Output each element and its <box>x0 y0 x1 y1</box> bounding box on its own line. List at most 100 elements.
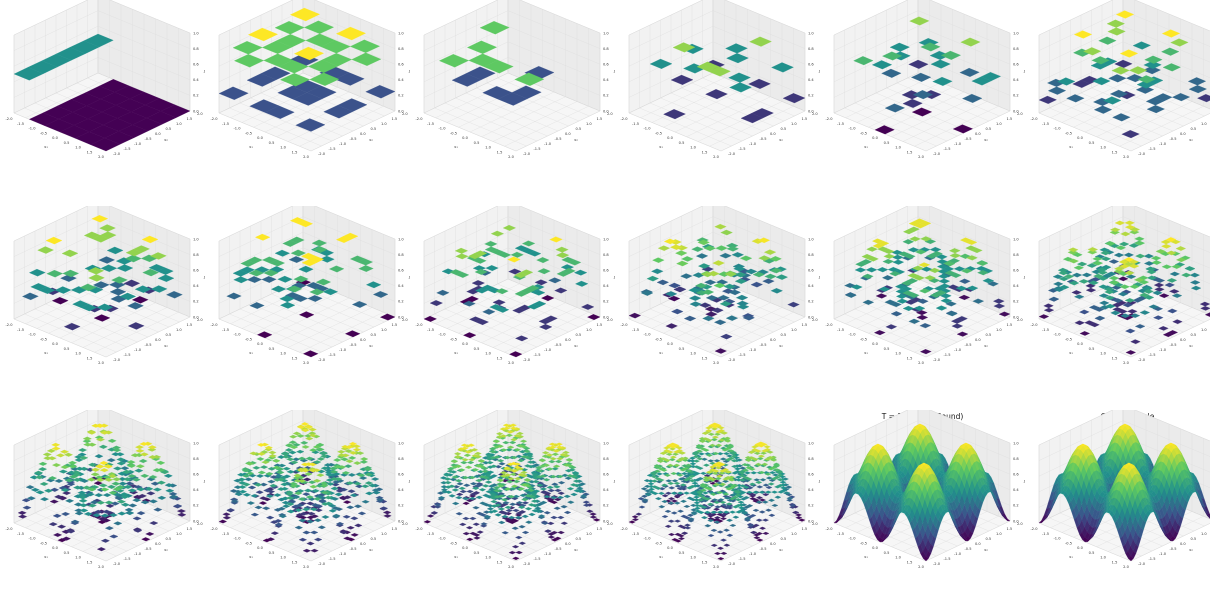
y-tick-label: 1.0 <box>603 237 609 241</box>
y-tick-label: 0.2 <box>193 94 199 98</box>
x2-tick-label: -1.5 <box>1149 353 1156 357</box>
y-tick-label: 0.2 <box>398 300 404 304</box>
x1-axis-label: x₁ <box>864 144 868 149</box>
x1-axis-label: x₁ <box>659 144 663 149</box>
surface-panel: T = 3-2.0-1.5-1.0-0.50.00.51.01.52.0-2.0… <box>615 0 820 205</box>
x1-tick-label: -0.5 <box>450 131 457 135</box>
axes-panes <box>424 0 600 151</box>
y-tick-label: 0.0 <box>398 519 404 523</box>
x1-tick-label: 0.5 <box>884 347 890 351</box>
x1-tick-label: -1.5 <box>427 532 434 536</box>
x2-tick-label: -1.0 <box>954 142 962 146</box>
x1-tick-label: -1.0 <box>1053 127 1061 131</box>
x1-tick-label: 2.0 <box>508 155 514 159</box>
x2-tick-label: -1.0 <box>749 142 757 146</box>
x2-tick-label: -1.0 <box>749 552 757 556</box>
x1-tick-label: -1.0 <box>28 333 36 337</box>
x1-tick-label: -1.0 <box>848 127 856 131</box>
x2-tick-label: -0.5 <box>350 547 357 551</box>
surface-plot: -2.0-1.5-1.0-0.50.00.51.01.52.0-2.0-1.5-… <box>0 410 205 615</box>
y-tick-label: 0.8 <box>1013 47 1019 51</box>
x2-tick-label: -0.5 <box>350 137 357 141</box>
x2-tick-label: -1.0 <box>339 552 347 556</box>
x2-tick-label: 0.0 <box>1180 338 1186 342</box>
y-tick-label: 0.0 <box>603 315 609 319</box>
y-tick-label: 0.8 <box>603 47 609 51</box>
surface-panel: T = 20-2.0-1.5-1.0-0.50.00.51.01.52.0-2.… <box>615 410 820 615</box>
x2-tick-label: 1.0 <box>586 532 592 536</box>
x1-tick-label: 1.0 <box>895 146 901 150</box>
x1-tick-label: -1.0 <box>643 537 651 541</box>
y-tick-label: 0.0 <box>1013 315 1019 319</box>
y-tick-label: 1.0 <box>193 441 199 445</box>
x2-tick-label: -2.0 <box>523 358 531 362</box>
x2-tick-label: 0.0 <box>155 132 161 136</box>
x2-tick-label: -2.0 <box>1138 152 1146 156</box>
y-tick-label: 0.6 <box>1013 269 1019 273</box>
x1-tick-label: 1.5 <box>702 150 708 154</box>
y-tick-label: 1.0 <box>808 441 814 445</box>
x2-tick-label: 0.5 <box>371 127 377 131</box>
surface-panel: T = 7-2.0-1.5-1.0-0.50.00.51.01.52.0-2.0… <box>205 206 410 411</box>
x1-tick-label: -2.0 <box>210 117 218 121</box>
y-tick-label: 0.6 <box>808 473 814 477</box>
y-tick-label: 0.8 <box>193 457 199 461</box>
surface-plot: -2.0-1.5-1.0-0.50.00.51.01.52.0-2.0-1.5-… <box>1025 206 1210 411</box>
x2-tick-label: -1.5 <box>124 147 131 151</box>
surface-plot: -2.0-1.5-1.0-0.50.00.51.01.52.0-2.0-1.5-… <box>410 206 615 411</box>
y-tick-label: 0.2 <box>603 300 609 304</box>
x1-tick-label: -1.0 <box>28 127 36 131</box>
y-tick-label: 0.2 <box>398 94 404 98</box>
x1-tick-label: 1.0 <box>485 556 491 560</box>
x2-tick-label: 0.5 <box>781 537 787 541</box>
x2-tick-label: -0.5 <box>760 137 767 141</box>
x2-tick-label: 0.0 <box>360 132 366 136</box>
y-tick-label: 0.4 <box>398 284 404 288</box>
x2-tick-label: -1.5 <box>944 147 951 151</box>
x2-tick-label: 1.5 <box>597 527 603 531</box>
surface-panel: T = 14-2.0-1.5-1.0-0.50.00.51.01.52.0-2.… <box>0 410 205 615</box>
x2-axis-label: x₂ <box>1189 343 1193 348</box>
x1-tick-label: 2.0 <box>918 155 924 159</box>
x1-tick-label: 0.0 <box>667 546 673 550</box>
x1-tick-label: -0.5 <box>450 337 457 341</box>
x1-tick-label: -1.5 <box>632 532 639 536</box>
x1-tick-label: -1.5 <box>17 328 24 332</box>
x2-axis-label: x₂ <box>369 137 373 142</box>
x2-tick-label: -1.0 <box>1159 142 1167 146</box>
x1-tick-label: 1.0 <box>75 146 81 150</box>
x1-axis-label: x₁ <box>454 554 458 559</box>
x1-tick-label: 0.0 <box>462 136 468 140</box>
y-tick-label: 0.4 <box>808 488 814 492</box>
x1-tick-label: 0.0 <box>52 546 58 550</box>
x1-tick-label: -1.5 <box>632 122 639 126</box>
x1-axis-label: x₁ <box>249 554 253 559</box>
x2-tick-label: 0.0 <box>1180 132 1186 136</box>
x2-tick-label: -1.0 <box>544 142 552 146</box>
x2-tick-label: 1.5 <box>597 323 603 327</box>
y-tick-label: 0.0 <box>808 315 814 319</box>
x1-tick-label: -0.5 <box>860 337 867 341</box>
x2-tick-label: -1.5 <box>329 147 336 151</box>
x1-tick-label: -1.0 <box>233 537 241 541</box>
y-tick-label: 0.4 <box>193 488 199 492</box>
x1-tick-label: 0.5 <box>269 347 275 351</box>
x1-tick-label: -0.5 <box>245 541 252 545</box>
x2-tick-label: 0.0 <box>565 132 571 136</box>
x2-tick-label: 0.5 <box>166 127 172 131</box>
x1-tick-label: -1.5 <box>427 328 434 332</box>
x2-tick-label: 0.0 <box>360 338 366 342</box>
x1-tick-label: 0.5 <box>64 347 70 351</box>
x2-axis-label: x₂ <box>164 343 168 348</box>
x2-tick-label: 0.5 <box>576 333 582 337</box>
x1-axis-label: x₁ <box>1069 144 1073 149</box>
x1-tick-label: -1.0 <box>438 537 446 541</box>
y-tick-label: 0.8 <box>603 457 609 461</box>
y-tick-label: 0.2 <box>603 504 609 508</box>
x2-axis-label: x₂ <box>779 137 783 142</box>
x2-tick-label: 1.5 <box>392 527 398 531</box>
x2-tick-label: -0.5 <box>760 547 767 551</box>
y-tick-label: 0.0 <box>193 519 199 523</box>
x1-tick-label: -1.5 <box>427 122 434 126</box>
x1-tick-label: 2.0 <box>1123 155 1129 159</box>
